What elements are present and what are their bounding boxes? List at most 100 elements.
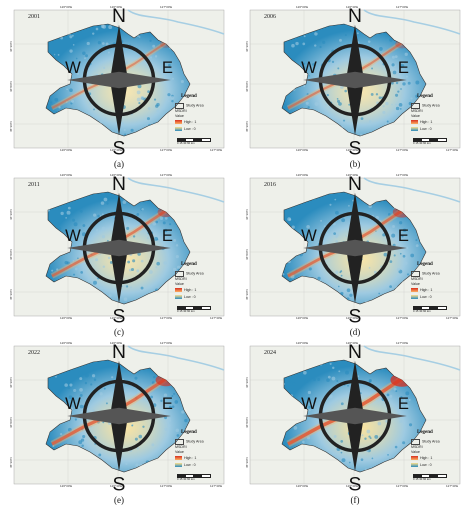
svg-text:W: W [65, 226, 81, 245]
high-swatch [175, 288, 182, 292]
svg-text:E: E [162, 226, 173, 245]
legend-study-area: Study Area [411, 271, 440, 277]
tick-label-bottom: 127°30'E [210, 316, 223, 320]
tick-label-bottom: 127°00'E [160, 316, 173, 320]
map-panel-c: 2011 126°00'E 126°30'E 127°00'E 126°00'E 126… [8, 172, 230, 340]
legend-text: High : 1 [184, 288, 197, 292]
scale-segment [437, 474, 447, 478]
svg-text:E: E [398, 394, 409, 413]
map-frame: 2016 126°00'E 126°30'E 127°00'E 126°00'E 126… [244, 172, 466, 324]
map-panel-a: 2001 126°00'E 126°30'E 127°00'E 126°00'E 126… [8, 4, 230, 172]
legend-text: MSDRI [175, 277, 187, 281]
legend-text: Legend [417, 94, 433, 99]
north-arrow-icon: N S E W [65, 5, 173, 156]
svg-text:N: N [112, 341, 126, 363]
svg-text:S: S [349, 138, 362, 156]
map-legend: Legend Study Area MSDRI Value High : 1 Low : … [169, 94, 225, 146]
study-area-swatch [411, 439, 420, 445]
svg-text:E: E [162, 58, 173, 77]
panel-label: (d) [349, 327, 361, 337]
legend-text: Value [411, 450, 420, 454]
tick-label-top: 126°30'E [110, 5, 123, 9]
tick-label-bottom: 126°00'E [296, 484, 309, 488]
low-swatch [411, 127, 418, 131]
svg-text:E: E [398, 58, 409, 77]
legend-text: Low : 0 [420, 295, 432, 299]
legend-text: Low : 0 [184, 127, 196, 131]
tick-label-top: 126°30'E [346, 173, 359, 177]
year-label: 2024 [264, 350, 276, 356]
tick-label-bottom: 127°30'E [210, 484, 223, 488]
low-swatch [411, 463, 418, 467]
map-frame: 2011 126°00'E 126°30'E 127°00'E 126°00'E 126… [8, 172, 230, 324]
legend-title: Legend [417, 262, 433, 267]
map-frame: 2024 126°00'E 126°30'E 127°00'E 126°00'E 126… [244, 340, 466, 492]
tick-label-top: 127°00'E [396, 5, 409, 9]
tick-label-top: 127°00'E [396, 341, 409, 345]
legend-text: MSDRI [411, 109, 423, 113]
scale-text: 0 15 30 60 km [413, 140, 431, 145]
legend-index-name: MSDRI [175, 445, 187, 449]
legend-low: Low : 0 [175, 463, 196, 467]
river [363, 9, 461, 35]
legend-text: Legend [417, 262, 433, 267]
legend-text: High : 1 [420, 456, 433, 460]
legend-text: Study Area [186, 103, 204, 108]
tick-label-bottom: 127°30'E [210, 148, 223, 152]
scale-segment [201, 474, 211, 478]
svg-text:E: E [162, 394, 173, 413]
legend-text: Legend [181, 430, 197, 435]
north-arrow-icon: N S E W [65, 173, 173, 324]
tick-label-bottom: 126°30'E [110, 148, 123, 152]
scale-text: 0 15 30 60 km [413, 476, 431, 481]
legend-title: Legend [181, 430, 197, 435]
year-label: 2001 [28, 14, 40, 20]
low-swatch [175, 127, 182, 131]
tick-label-top: 126°00'E [60, 173, 73, 177]
legend-value-label: Value [175, 114, 184, 118]
legend-high: High : 1 [411, 288, 432, 292]
legend-low: Low : 0 [411, 463, 432, 467]
legend-high: High : 1 [411, 120, 432, 124]
tick-label-bottom: 127°00'E [396, 148, 409, 152]
tick-label-top: 126°30'E [110, 341, 123, 345]
scale-bar: 0 15 30 60 km [413, 306, 453, 313]
legend-text: High : 1 [184, 120, 197, 124]
legend-high: High : 1 [175, 456, 196, 460]
scale-text: 0 15 30 60 km [177, 140, 195, 145]
tick-label-top: 126°00'E [296, 173, 309, 177]
legend-text: Low : 0 [184, 295, 196, 299]
map-frame: 2006 126°00'E 126°30'E 127°00'E 126°00'E 126… [244, 4, 466, 156]
map-frame: 2001 126°00'E 126°30'E 127°00'E 126°00'E 126… [8, 4, 230, 156]
scale-bar: 0 15 30 60 km [413, 138, 453, 145]
year-label: 2016 [264, 182, 276, 188]
legend-high: High : 1 [175, 288, 196, 292]
tick-label-bottom: 126°30'E [346, 484, 359, 488]
legend-title: Legend [417, 94, 433, 99]
legend-title: Legend [181, 262, 197, 267]
year-label: 2022 [28, 350, 40, 356]
scale-bar: 0 15 30 60 km [413, 474, 453, 481]
legend-text: Low : 0 [420, 127, 432, 131]
tick-label-bottom: 126°30'E [346, 148, 359, 152]
legend-low: Low : 0 [411, 127, 432, 131]
legend-title: Legend [181, 94, 197, 99]
svg-text:S: S [113, 138, 126, 156]
legend-text: Study Area [422, 103, 440, 108]
map-legend: Legend Study Area MSDRI Value High : 1 Low : … [169, 430, 225, 482]
scale-bar: 0 15 30 60 km [177, 138, 217, 145]
tick-label-bottom: 127°00'E [160, 484, 173, 488]
svg-text:N: N [112, 5, 126, 27]
legend-text: Study Area [186, 439, 204, 444]
legend-study-area: Study Area [175, 271, 204, 277]
river [127, 345, 225, 371]
legend-title: Legend [417, 430, 433, 435]
tick-label-top: 126°00'E [296, 341, 309, 345]
map-legend: Legend Study Area MSDRI Value High : 1 Low : … [405, 262, 461, 314]
legend-high: High : 1 [411, 456, 432, 460]
tick-label-bottom: 127°30'E [446, 316, 459, 320]
tick-label-bottom: 126°00'E [296, 316, 309, 320]
tick-label-top: 127°00'E [160, 341, 173, 345]
legend-low: Low : 0 [411, 295, 432, 299]
legend-value-label: Value [175, 450, 184, 454]
